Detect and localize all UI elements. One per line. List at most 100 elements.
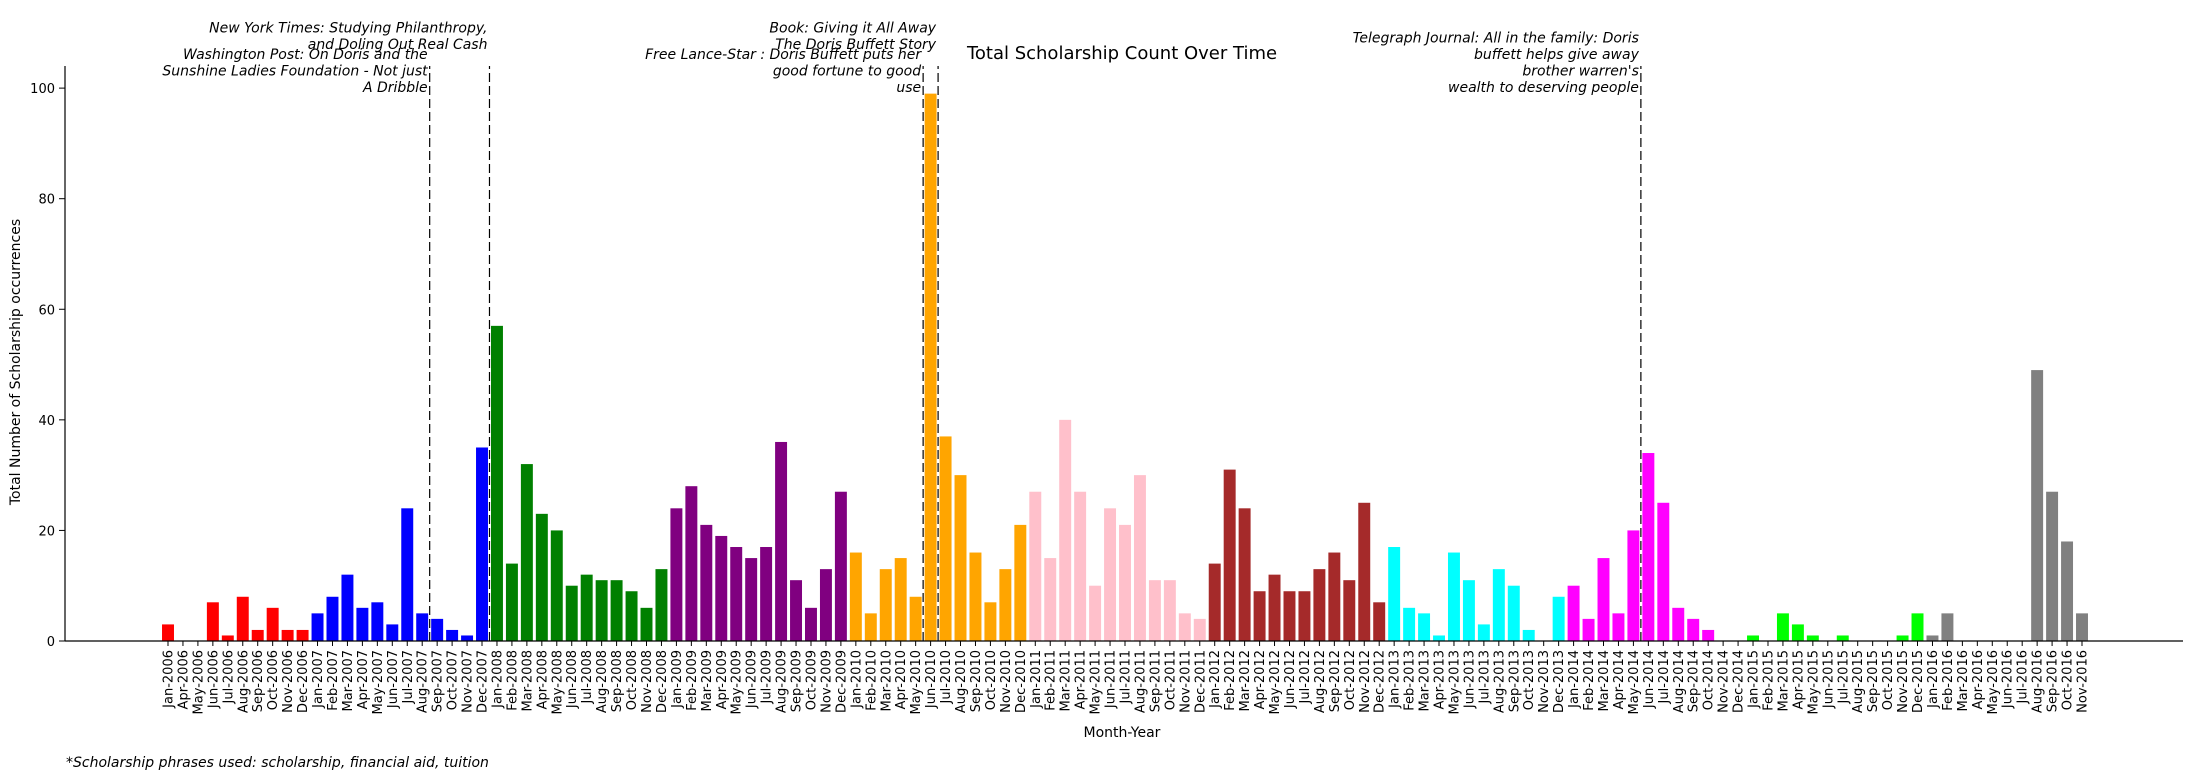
bar-may-2008 — [550, 530, 563, 641]
bars-group — [162, 93, 2088, 642]
x-tick-label: Sep-2011 — [1148, 650, 1163, 712]
bar-feb-2009 — [685, 486, 698, 641]
bar-jun-2012 — [1283, 591, 1296, 641]
bar-apr-2011 — [1074, 491, 1087, 641]
x-tick-label: Oct-2014 — [1702, 650, 1717, 710]
x-tick-label: Jan-2016 — [1926, 650, 1941, 709]
bar-jan-2013 — [1388, 547, 1401, 641]
bar-jul-2012 — [1298, 591, 1311, 641]
x-tick-label: Mar-2011 — [1059, 650, 1074, 711]
bar-apr-2007 — [356, 607, 369, 641]
x-tick-label: Apr-2014 — [1612, 650, 1627, 709]
x-tick-label: Feb-2012 — [1223, 650, 1238, 711]
x-tick-label: Apr-2016 — [1971, 650, 1986, 709]
x-tick-label: Aug-2010 — [954, 650, 969, 713]
bar-nov-2011 — [1178, 613, 1191, 641]
bar-jan-2006 — [162, 624, 174, 641]
bar-jul-2014 — [1657, 502, 1670, 641]
annotation-text: A Dribble — [362, 80, 428, 96]
x-tick-label: Sep-2007 — [431, 650, 446, 712]
x-tick-label: Feb-2010 — [864, 650, 879, 711]
bar-jul-2007 — [401, 508, 414, 641]
bar-jan-2009 — [670, 508, 683, 641]
x-tick-label: Aug-2014 — [1672, 650, 1687, 713]
x-tick-label: Sep-2012 — [1328, 650, 1343, 712]
x-tick-label: Apr-2011 — [1074, 650, 1089, 709]
bar-dec-2015 — [1911, 613, 1924, 641]
annotation-text: The Doris Buffett Story — [775, 37, 937, 53]
bar-dec-2009 — [834, 491, 847, 641]
x-tick-label: Sep-2015 — [1866, 650, 1881, 712]
bar-mar-2015 — [1776, 613, 1789, 641]
x-tick-label: Apr-2013 — [1433, 650, 1448, 709]
x-tick-label: Sep-2010 — [969, 650, 984, 712]
x-tick-label: Jan-2006 — [162, 650, 177, 709]
x-tick-label: Jan-2013 — [1388, 650, 1403, 709]
x-tick-label: Apr-2015 — [1791, 650, 1806, 709]
x-tick-label: May-2006 — [191, 650, 206, 714]
x-tick-label: Aug-2012 — [1313, 650, 1328, 713]
bar-dec-2008 — [655, 569, 668, 642]
x-tick-label: Jan-2007 — [311, 650, 326, 709]
bar-aug-2010 — [954, 475, 967, 641]
bar-sep-2009 — [790, 580, 803, 641]
bar-mar-2012 — [1238, 508, 1251, 641]
bar-jul-2013 — [1477, 624, 1490, 641]
x-tick-label: Sep-2013 — [1507, 650, 1522, 712]
x-tick-label: Oct-2008 — [625, 650, 640, 710]
y-tick-label: 20 — [38, 524, 55, 539]
bar-aug-2012 — [1313, 569, 1326, 642]
x-tick-label: Feb-2014 — [1582, 650, 1597, 711]
x-tick-label: Nov-2014 — [1717, 650, 1732, 713]
x-tick-label: Sep-2008 — [610, 650, 625, 712]
bar-nov-2007 — [461, 635, 474, 641]
y-tick-label: 80 — [38, 193, 55, 208]
annotation-text: brother warren's — [1522, 64, 1639, 80]
x-tick-label: Jun-2007 — [386, 650, 401, 709]
x-tick-label: Jan-2012 — [1208, 650, 1223, 709]
bar-jul-2015 — [1836, 635, 1849, 641]
bar-feb-2013 — [1403, 607, 1416, 641]
x-tick-label: Aug-2013 — [1492, 650, 1507, 713]
x-tick-label: Nov-2012 — [1358, 650, 1373, 713]
bar-mar-2014 — [1597, 558, 1610, 641]
bar-apr-2013 — [1433, 635, 1445, 641]
x-tick-label: Oct-2011 — [1163, 650, 1178, 710]
x-tick-label: Mar-2016 — [1956, 650, 1971, 711]
bar-may-2012 — [1268, 574, 1281, 641]
x-tick-label: Aug-2007 — [416, 650, 431, 713]
bar-feb-2012 — [1223, 469, 1236, 641]
bar-sep-2013 — [1507, 585, 1520, 641]
bar-nov-2015 — [1896, 635, 1909, 641]
bar-aug-2013 — [1492, 569, 1505, 642]
bar-oct-2009 — [805, 607, 817, 641]
x-tick-label: Jun-2009 — [745, 650, 760, 709]
x-tick-label: Feb-2011 — [1044, 650, 1059, 711]
x-tick-label: Dec-2013 — [1552, 650, 1567, 713]
x-tick-label: Jan-2008 — [490, 650, 505, 709]
x-tick-label: Jan-2010 — [849, 650, 864, 709]
bar-may-2010 — [909, 596, 922, 641]
x-tick-label: May-2007 — [371, 650, 386, 714]
bar-sep-2016 — [2046, 491, 2059, 641]
bar-may-2009 — [730, 547, 743, 641]
bar-feb-2007 — [326, 596, 339, 641]
x-tick-label: Jun-2016 — [2001, 650, 2016, 709]
x-tick-label: Sep-2009 — [790, 650, 805, 712]
bar-may-2014 — [1627, 530, 1640, 641]
bar-apr-2014 — [1612, 613, 1625, 641]
x-tick-label: Jul-2016 — [2016, 650, 2031, 704]
bar-nov-2009 — [819, 569, 832, 642]
bar-jun-2011 — [1104, 508, 1117, 641]
x-tick-label: Feb-2013 — [1403, 650, 1418, 711]
x-tick-label: Nov-2006 — [281, 650, 296, 713]
x-tick-label: Feb-2007 — [326, 650, 341, 711]
annotation-text: wealth to deserving people — [1448, 80, 1639, 96]
y-tick-label: 100 — [30, 82, 55, 97]
bar-oct-2014 — [1702, 629, 1715, 641]
annotation-text: and Doling Out Real Cash — [308, 37, 488, 53]
x-tick-label: Nov-2016 — [2076, 650, 2091, 713]
bar-jun-2009 — [745, 558, 758, 641]
bar-oct-2013 — [1522, 629, 1535, 641]
bar-jun-2008 — [565, 585, 578, 641]
